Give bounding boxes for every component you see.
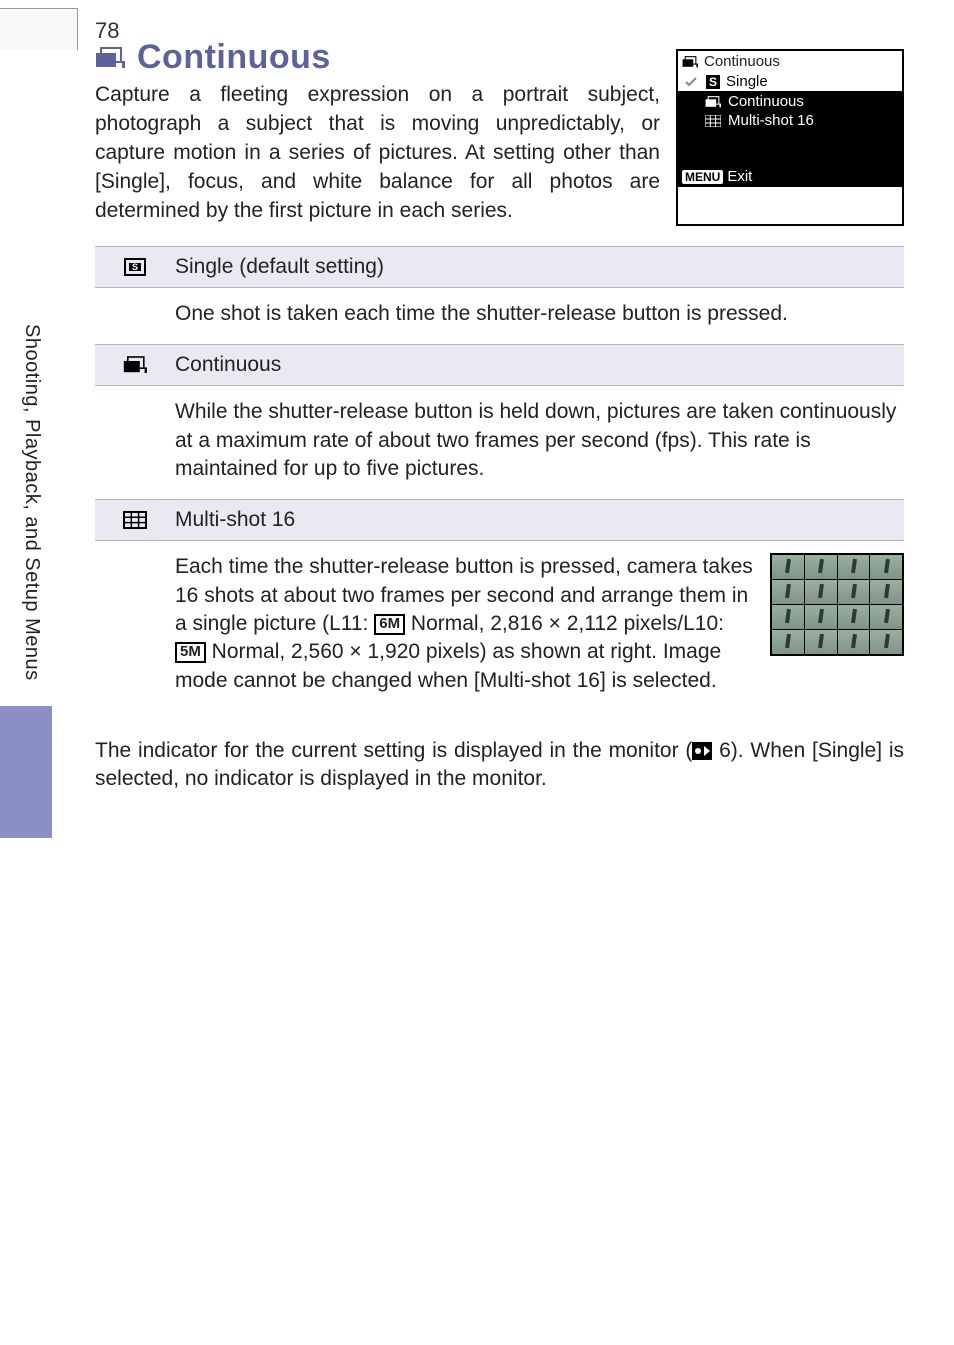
- monitor-ref-icon: [692, 742, 712, 760]
- camera-menu-preview: Continuous S Single: [676, 49, 904, 226]
- svg-text:S: S: [132, 262, 138, 272]
- menu-item-multishot: Multi-shot 16: [678, 111, 902, 130]
- option-label: Single (default setting): [175, 255, 904, 279]
- menu-exit-row: MENU Exit: [678, 166, 902, 187]
- multishot-sample-image: [770, 553, 904, 656]
- single-badge-icon: S: [706, 75, 720, 89]
- menu-item-label: Continuous: [728, 93, 804, 110]
- option-desc: Each time the shutter-release button is …: [175, 553, 756, 695]
- single-icon: S: [124, 258, 146, 276]
- continuous-icon: [682, 56, 698, 68]
- menu-exit-label: Exit: [727, 168, 752, 185]
- check-icon: [684, 75, 698, 89]
- menu-item-label: Single: [726, 73, 768, 90]
- option-desc: One shot is taken each time the shutter-…: [175, 288, 904, 344]
- side-section-label: Shooting, Playback, and Setup Menus: [20, 324, 43, 681]
- menu-pill: MENU: [682, 170, 723, 184]
- side-accent-bar: [0, 706, 52, 838]
- option-desc: While the shutter-release button is held…: [175, 386, 904, 499]
- intro-text: Capture a fleeting expression on a portr…: [95, 81, 660, 226]
- continuous-icon: [705, 96, 721, 108]
- page-tab: [0, 8, 78, 50]
- multishot-grid-icon: [705, 115, 721, 127]
- footnote: The indicator for the current setting is…: [95, 737, 904, 794]
- menu-title: Continuous: [704, 53, 780, 70]
- continuous-icon: [95, 47, 125, 69]
- option-label: Multi-shot 16: [175, 508, 904, 532]
- multishot-grid-icon: [123, 511, 147, 529]
- continuous-icon: [123, 356, 147, 374]
- image-mode-badge-5m: 5M: [175, 642, 206, 663]
- option-label: Continuous: [175, 353, 904, 377]
- image-mode-badge-6m: 6M: [374, 614, 405, 635]
- menu-item-continuous: Continuous: [678, 92, 902, 111]
- menu-item-label: Multi-shot 16: [728, 112, 814, 129]
- menu-item-single: S Single: [678, 72, 902, 92]
- page-title: Continuous: [137, 38, 331, 77]
